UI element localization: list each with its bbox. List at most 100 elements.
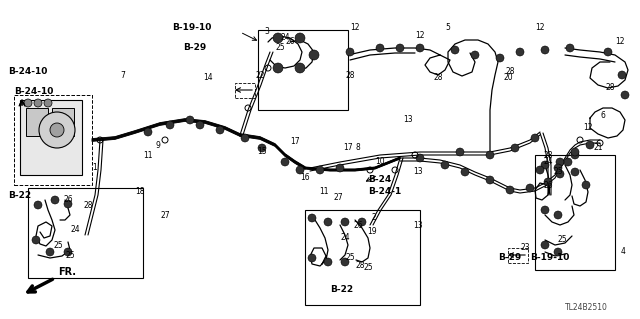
Text: B-19-10: B-19-10: [172, 24, 211, 33]
Text: 23: 23: [520, 243, 530, 253]
Circle shape: [273, 63, 283, 73]
Text: 10: 10: [375, 158, 385, 167]
Text: 20: 20: [503, 73, 513, 83]
Text: TL24B2510: TL24B2510: [565, 303, 608, 313]
Circle shape: [461, 168, 469, 176]
Circle shape: [571, 151, 579, 159]
Circle shape: [486, 176, 494, 184]
Text: B-29: B-29: [183, 43, 206, 53]
Circle shape: [324, 218, 332, 226]
Text: 14: 14: [203, 73, 213, 83]
Text: 25: 25: [53, 241, 63, 249]
Text: 26: 26: [285, 38, 295, 47]
Circle shape: [451, 46, 459, 54]
Text: 25: 25: [557, 235, 567, 244]
Text: 28: 28: [83, 201, 93, 210]
Circle shape: [441, 161, 449, 169]
Circle shape: [544, 178, 552, 186]
Text: 24: 24: [280, 33, 290, 42]
Circle shape: [376, 44, 384, 52]
Circle shape: [541, 46, 549, 54]
Circle shape: [64, 200, 72, 208]
Circle shape: [531, 134, 539, 142]
Circle shape: [24, 99, 32, 107]
Circle shape: [258, 144, 266, 152]
Circle shape: [295, 63, 305, 73]
Circle shape: [571, 168, 579, 176]
Text: B-22: B-22: [330, 286, 353, 294]
FancyBboxPatch shape: [26, 108, 48, 136]
Text: 2: 2: [372, 213, 376, 222]
Text: 19: 19: [367, 227, 377, 236]
Circle shape: [511, 144, 519, 152]
Circle shape: [309, 50, 319, 60]
Circle shape: [536, 166, 544, 174]
Text: 18: 18: [135, 188, 145, 197]
Text: 26: 26: [543, 181, 553, 189]
Text: 13: 13: [403, 115, 413, 124]
Text: B-24-10: B-24-10: [14, 87, 53, 97]
Text: 25: 25: [363, 263, 373, 272]
Circle shape: [308, 214, 316, 222]
Circle shape: [39, 112, 75, 148]
Text: 12: 12: [535, 24, 545, 33]
Circle shape: [621, 91, 629, 99]
Text: B-24-1: B-24-1: [368, 188, 401, 197]
Text: 25: 25: [65, 250, 75, 259]
Text: 26: 26: [63, 196, 73, 204]
Circle shape: [556, 170, 564, 178]
Circle shape: [571, 148, 579, 156]
Text: 25: 25: [275, 43, 285, 53]
Circle shape: [586, 141, 594, 149]
Circle shape: [618, 71, 626, 79]
Text: 28: 28: [605, 84, 615, 93]
Text: 11: 11: [143, 151, 153, 160]
Text: 28: 28: [345, 70, 355, 79]
Text: 15: 15: [257, 147, 267, 157]
FancyBboxPatch shape: [20, 100, 82, 175]
Text: 13: 13: [413, 167, 423, 176]
Text: 26: 26: [353, 220, 363, 229]
Circle shape: [582, 181, 590, 189]
Circle shape: [358, 218, 366, 226]
Circle shape: [396, 44, 404, 52]
Text: 6: 6: [600, 110, 605, 120]
Circle shape: [46, 248, 54, 256]
Text: 17: 17: [343, 144, 353, 152]
Circle shape: [541, 241, 549, 249]
Circle shape: [541, 206, 549, 214]
Text: 28: 28: [355, 261, 365, 270]
FancyBboxPatch shape: [52, 108, 74, 136]
Text: B-24: B-24: [368, 175, 391, 184]
Text: B-22: B-22: [8, 190, 31, 199]
Text: 25: 25: [345, 254, 355, 263]
Circle shape: [273, 33, 283, 43]
Circle shape: [324, 258, 332, 266]
Text: 22: 22: [255, 70, 265, 79]
Circle shape: [416, 44, 424, 52]
Text: 24: 24: [340, 234, 350, 242]
Circle shape: [186, 116, 194, 124]
Circle shape: [166, 121, 174, 129]
Circle shape: [336, 164, 344, 172]
Circle shape: [456, 148, 464, 156]
Circle shape: [51, 196, 59, 204]
Circle shape: [295, 33, 305, 43]
Text: 25: 25: [553, 167, 563, 176]
Text: 28: 28: [505, 68, 515, 77]
Circle shape: [416, 154, 424, 162]
Circle shape: [241, 134, 249, 142]
Circle shape: [144, 128, 152, 136]
Circle shape: [341, 218, 349, 226]
Text: 12: 12: [415, 31, 425, 40]
Text: 27: 27: [160, 211, 170, 219]
Circle shape: [216, 126, 224, 134]
Circle shape: [50, 123, 64, 137]
Text: 7: 7: [120, 70, 125, 79]
Circle shape: [566, 44, 574, 52]
Text: 1: 1: [93, 164, 97, 173]
Circle shape: [471, 51, 479, 59]
Text: 5: 5: [445, 24, 451, 33]
Text: 24: 24: [543, 158, 553, 167]
Circle shape: [486, 151, 494, 159]
